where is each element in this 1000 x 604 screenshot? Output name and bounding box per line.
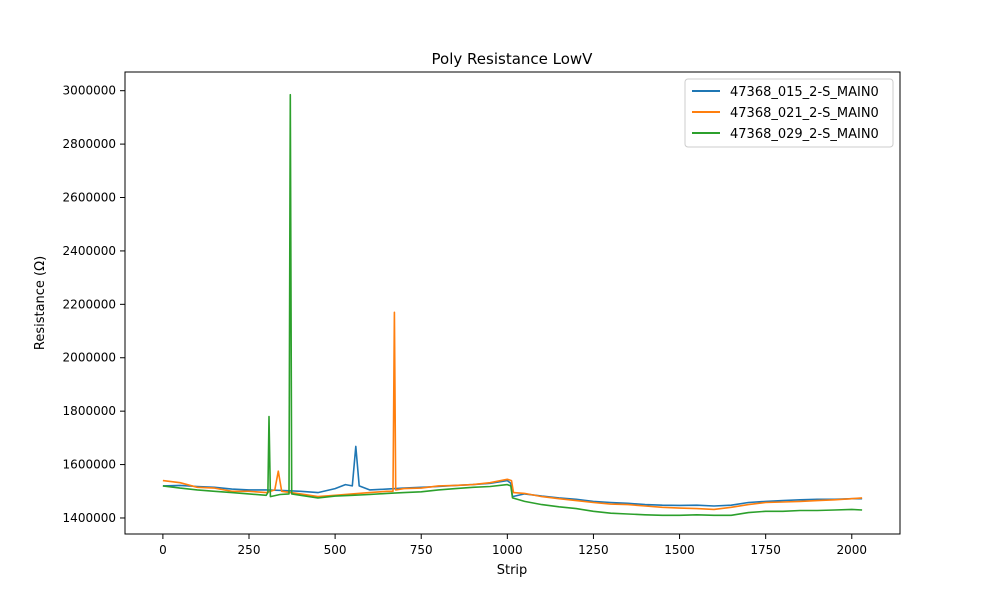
y-tick-label: 1800000 — [63, 404, 116, 418]
y-tick-label: 1600000 — [63, 458, 116, 472]
y-tick-label: 2800000 — [63, 137, 116, 151]
legend-label-2: 47368_021_2-S_MAIN0 — [730, 106, 879, 121]
series-layer — [162, 93, 863, 517]
y-tick-label: 2400000 — [63, 244, 116, 258]
y-tick-label: 3000000 — [63, 84, 116, 98]
x-axis-label: Strip — [497, 563, 528, 578]
y-tick-label: 2600000 — [63, 191, 116, 205]
y-tick-label: 2200000 — [63, 297, 116, 311]
x-tick-label: 1750 — [750, 543, 781, 557]
y-axis: 1400000 1600000 1800000 2000000 2200000 24000… — [63, 84, 125, 525]
legend: 47368_015_2-S_MAIN0 47368_021_2-S_MAIN0 47… — [684, 78, 894, 148]
plot-area — [124, 71, 901, 535]
x-tick-label: 2000 — [837, 543, 868, 557]
x-tick-label: 1000 — [492, 543, 523, 557]
y-axis-label: Resistance (Ω) — [33, 256, 48, 350]
x-tick-label: 1250 — [578, 543, 609, 557]
legend-label-1: 47368_015_2-S_MAIN0 — [730, 85, 879, 100]
x-axis: 0 250 500 750 1000 1250 1500 1750 2000 — [159, 534, 867, 557]
legend-box — [684, 78, 894, 148]
legend-label-3: 47368_029_2-S_MAIN0 — [730, 127, 879, 142]
series-line-2 — [162, 311, 863, 511]
series-line-1 — [162, 445, 863, 507]
x-tick-label: 500 — [324, 543, 347, 557]
y-tick-label: 1400000 — [63, 511, 116, 525]
series-line-3 — [162, 93, 863, 517]
x-tick-label: 250 — [238, 543, 261, 557]
y-tick-label: 2000000 — [63, 351, 116, 365]
x-tick-label: 750 — [410, 543, 433, 557]
x-tick-label: 1500 — [664, 543, 695, 557]
x-tick-label: 0 — [159, 543, 167, 557]
chart-title: Poly Resistance LowV — [432, 50, 594, 68]
axes-frame — [124, 71, 901, 535]
